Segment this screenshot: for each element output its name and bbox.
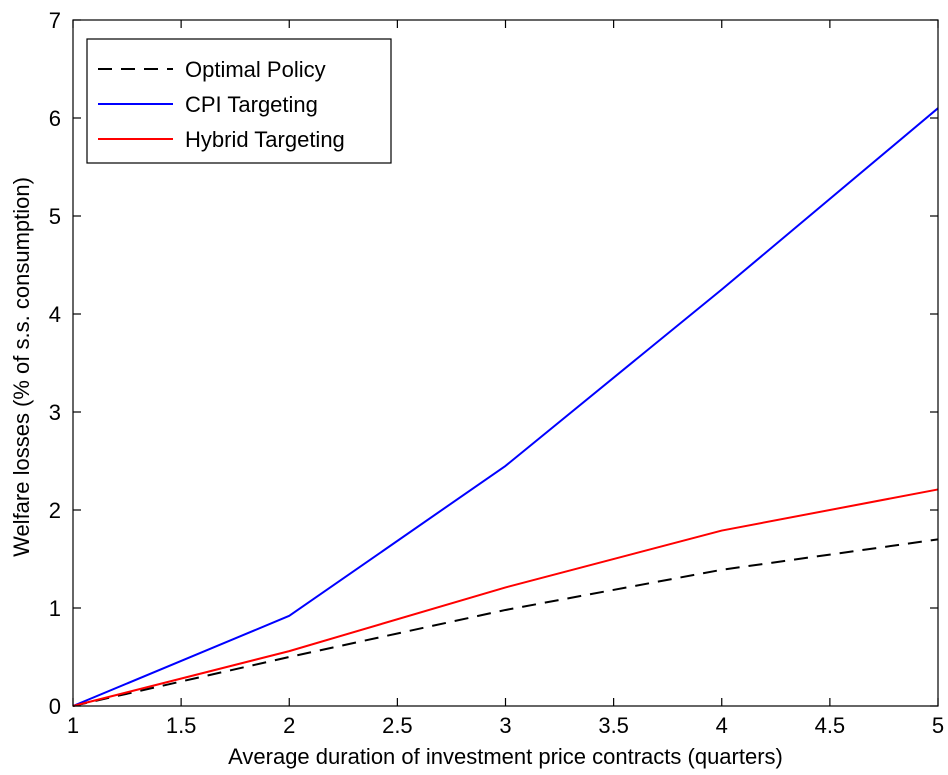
y-axis-ticks: 0 1 2 3 4 5 6 7 (49, 8, 938, 719)
y-tick-label: 7 (49, 8, 61, 33)
series-layer (72, 107, 939, 707)
x-tick-label: 4.5 (815, 713, 846, 738)
x-tick-label: 1 (67, 713, 79, 738)
legend-label: CPI Targeting (185, 92, 318, 117)
x-tick-label: 5 (932, 713, 944, 738)
legend-label: Hybrid Targeting (185, 127, 345, 152)
y-tick-label: 4 (49, 302, 61, 327)
x-axis-label: Average duration of investment price con… (228, 744, 783, 769)
y-tick-label: 3 (49, 400, 61, 425)
y-tick-label: 6 (49, 106, 61, 131)
y-axis-label: Welfare losses (% of s.s. consumption) (9, 177, 34, 557)
series-line-hybrid-targeting (72, 488, 939, 707)
y-tick-label: 0 (49, 694, 61, 719)
x-tick-label: 1.5 (166, 713, 197, 738)
x-tick-label: 4 (716, 713, 728, 738)
x-tick-label: 2.5 (382, 713, 413, 738)
y-tick-label: 2 (49, 498, 61, 523)
legend-box (86, 38, 392, 164)
x-tick-label: 3.5 (598, 713, 629, 738)
series-line-cpi-targeting (72, 107, 939, 707)
legend-label: Optimal Policy (185, 57, 326, 82)
x-tick-label: 2 (283, 713, 295, 738)
series-line-optimal-policy (72, 538, 939, 707)
y-tick-label: 5 (49, 204, 61, 229)
x-axis-ticks: 1 1.5 2 2.5 3 3.5 4 4.5 5 (67, 20, 944, 738)
x-tick-label: 3 (499, 713, 511, 738)
y-tick-label: 1 (49, 596, 61, 621)
legend: Optimal Policy CPI Targeting Hybrid Target… (86, 38, 392, 164)
